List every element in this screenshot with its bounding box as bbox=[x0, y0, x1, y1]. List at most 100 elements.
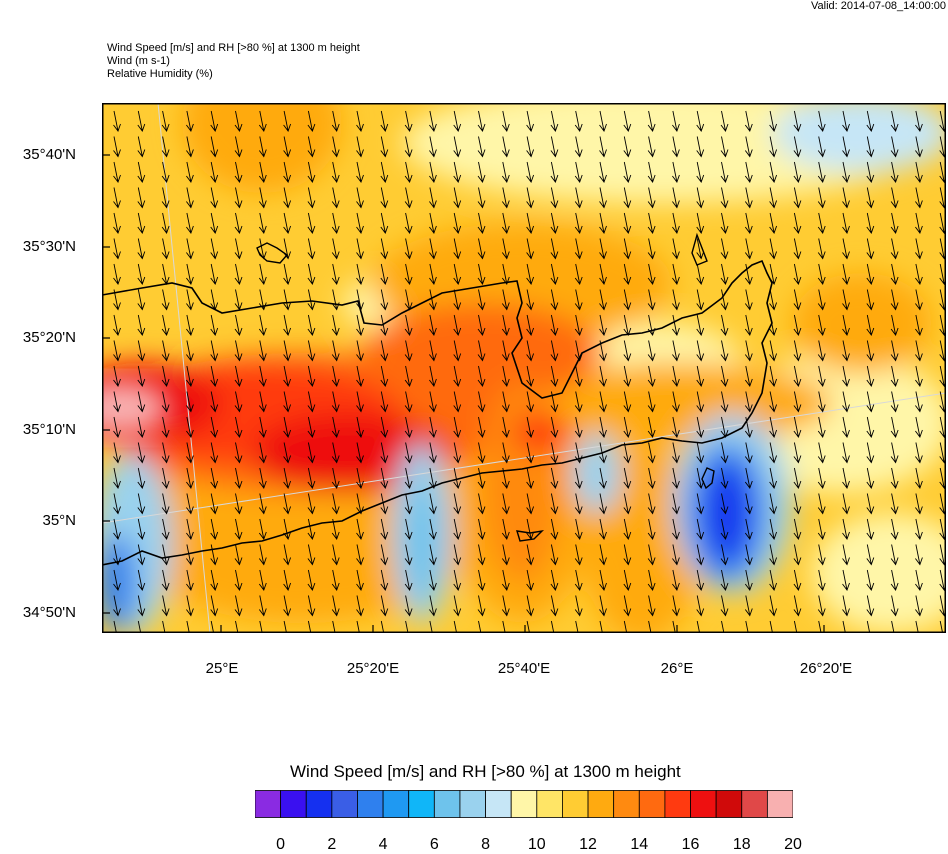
wind-arrow bbox=[477, 365, 486, 387]
wind-arrow bbox=[915, 493, 923, 515]
wind-arrow bbox=[234, 238, 243, 260]
wind-arrow bbox=[404, 518, 413, 540]
valid-time: Valid: 2014-07-08_14:00:00 bbox=[811, 0, 946, 12]
wind-arrow bbox=[307, 263, 316, 285]
wind-arrow bbox=[672, 620, 676, 633]
wind-arrow bbox=[744, 110, 753, 132]
wind-arrow bbox=[258, 314, 267, 336]
wind-arrow bbox=[307, 289, 316, 311]
wind-arrow bbox=[501, 518, 510, 540]
wind-arrow bbox=[550, 391, 559, 413]
wind-arrow bbox=[113, 620, 117, 633]
wind-arrow bbox=[672, 595, 680, 617]
wind-arrow bbox=[137, 544, 146, 566]
wind-arrow bbox=[526, 314, 535, 336]
wind-arrow bbox=[574, 569, 583, 591]
wind-arrow bbox=[866, 416, 875, 438]
wind-arrow bbox=[501, 263, 510, 285]
wind-arrow bbox=[331, 212, 340, 234]
wind-arrow bbox=[258, 442, 267, 464]
wind-arrow bbox=[575, 620, 579, 633]
wind-arrow bbox=[720, 467, 729, 489]
wind-arrow bbox=[258, 416, 267, 438]
wind-arrow bbox=[113, 340, 121, 362]
wind-arrow bbox=[915, 442, 923, 464]
wind-arrow bbox=[429, 416, 437, 438]
wind-arrow bbox=[915, 314, 923, 336]
wind-arrow bbox=[453, 416, 462, 438]
wind-arrow bbox=[283, 442, 292, 464]
wind-arrow bbox=[842, 110, 850, 132]
wind-arrow bbox=[477, 493, 486, 515]
wind-arrow bbox=[404, 136, 413, 158]
wind-arrow bbox=[258, 161, 267, 183]
wind-arrow bbox=[526, 136, 535, 158]
wind-arrow bbox=[137, 263, 146, 285]
wind-arrow bbox=[818, 620, 822, 633]
wind-arrow bbox=[404, 340, 413, 362]
wind-arrow bbox=[283, 569, 292, 591]
wind-arrow bbox=[574, 595, 583, 617]
wind-arrow bbox=[550, 544, 559, 566]
wind-arrow bbox=[234, 314, 243, 336]
wind-arrow bbox=[161, 212, 170, 234]
wind-arrow bbox=[696, 212, 705, 234]
wind-arrow bbox=[113, 595, 121, 617]
title-line-2: Wind (m s-1) bbox=[107, 55, 170, 67]
wind-arrow bbox=[429, 340, 437, 362]
wind-arrow bbox=[672, 416, 680, 438]
wind-arrow bbox=[817, 416, 826, 438]
wind-arrow bbox=[307, 442, 316, 464]
wind-arrow bbox=[283, 391, 292, 413]
wind-arrow bbox=[769, 340, 778, 362]
wind-arrow bbox=[235, 620, 239, 633]
wind-arrow bbox=[137, 187, 146, 209]
wind-arrow bbox=[720, 110, 729, 132]
wind-arrow bbox=[599, 442, 607, 464]
wind-arrow bbox=[453, 620, 458, 633]
wind-arrow bbox=[356, 595, 364, 617]
wind-arrow bbox=[526, 391, 535, 413]
title-line-3: Relative Humidity (%) bbox=[107, 68, 213, 80]
wind-arrow bbox=[793, 263, 802, 285]
wind-arrow bbox=[283, 161, 292, 183]
wind-arrow bbox=[258, 340, 267, 362]
wind-arrow bbox=[210, 391, 219, 413]
wind-vectors bbox=[113, 110, 946, 633]
wind-arrow bbox=[890, 544, 899, 566]
wind-arrow bbox=[599, 365, 607, 387]
wind-arrow bbox=[137, 442, 146, 464]
wind-arrow bbox=[720, 391, 729, 413]
wind-arrow bbox=[744, 544, 753, 566]
wind-arrow bbox=[623, 136, 632, 158]
wind-arrow bbox=[720, 136, 729, 158]
wind-arrow bbox=[186, 161, 194, 183]
wind-arrow bbox=[234, 569, 243, 591]
wind-arrow bbox=[234, 365, 243, 387]
wind-arrow bbox=[599, 187, 607, 209]
wind-arrow bbox=[161, 263, 170, 285]
lat-label: 34°50'N bbox=[22, 604, 76, 621]
wind-arrow bbox=[429, 289, 437, 311]
wind-arrow bbox=[356, 518, 364, 540]
wind-arrow bbox=[890, 238, 899, 260]
wind-arrow bbox=[380, 187, 389, 209]
wind-arrow bbox=[501, 544, 510, 566]
wind-arrow bbox=[599, 595, 607, 617]
lat-label: 35°20'N bbox=[22, 329, 76, 346]
wind-arrow bbox=[453, 518, 462, 540]
wind-arrow bbox=[234, 493, 243, 515]
wind-arrow bbox=[404, 569, 413, 591]
wind-arrow bbox=[307, 365, 316, 387]
wind-arrow bbox=[890, 161, 899, 183]
wind-arrow bbox=[259, 620, 263, 633]
wind-arrow bbox=[720, 365, 729, 387]
wind-arrow bbox=[672, 136, 680, 158]
wind-arrow bbox=[793, 314, 802, 336]
wind-arrow bbox=[696, 110, 705, 132]
wind-arrow bbox=[478, 620, 482, 633]
wind-arrow bbox=[550, 110, 559, 132]
wind-arrow bbox=[186, 467, 194, 489]
title-line-1: Wind Speed [m/s] and RH [>80 %] at 1300 … bbox=[107, 42, 360, 54]
wind-arrow bbox=[915, 595, 923, 617]
